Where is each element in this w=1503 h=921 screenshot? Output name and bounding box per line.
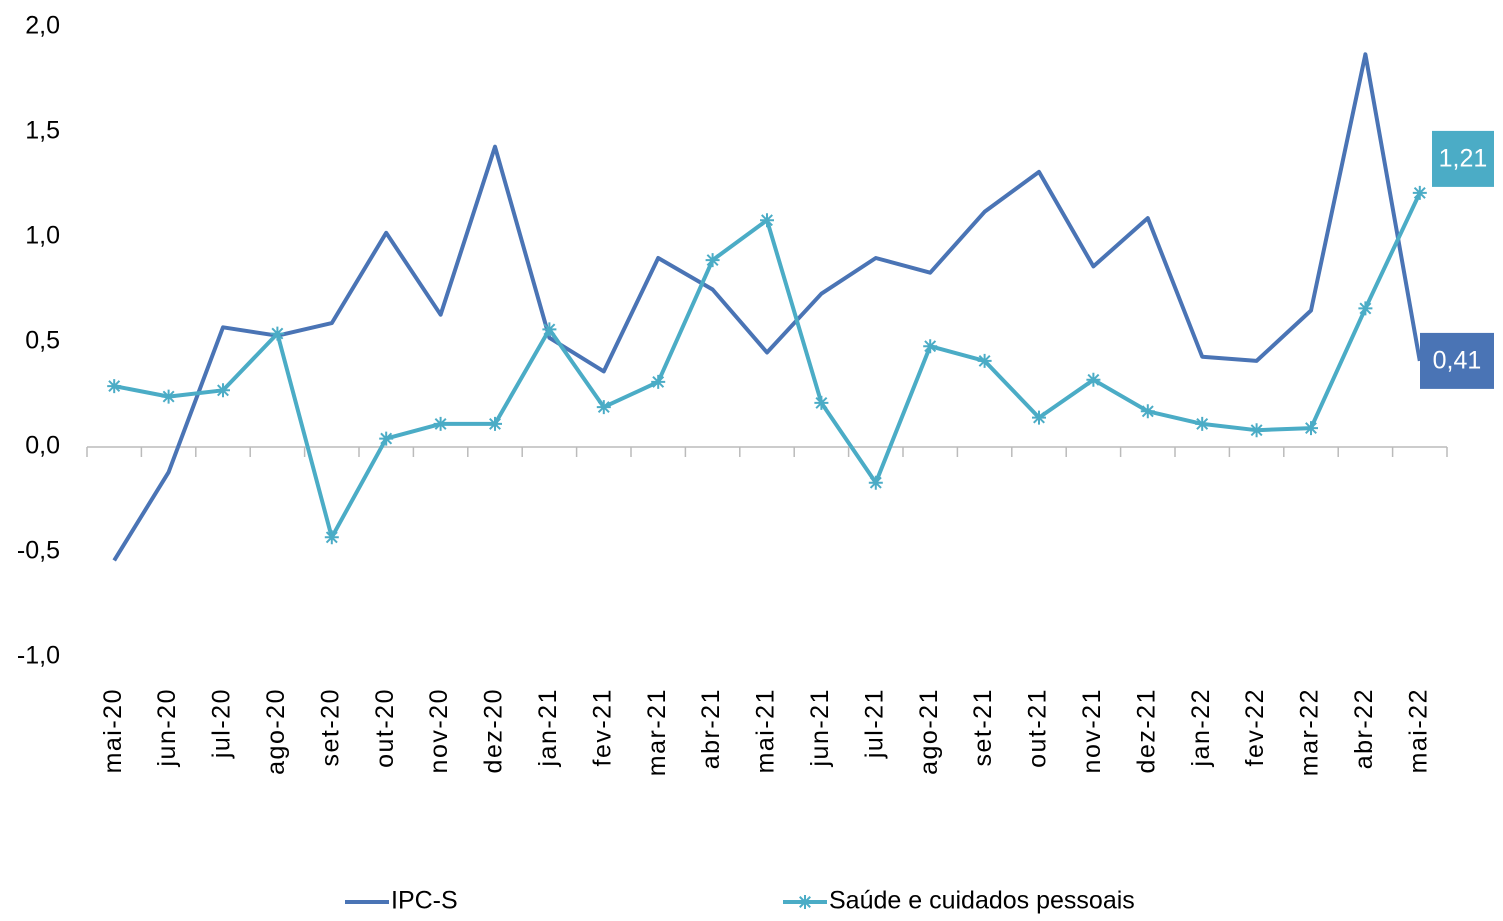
x-tick-label: mai-20 bbox=[99, 688, 127, 773]
marker bbox=[1086, 372, 1101, 387]
series-line bbox=[113, 192, 1422, 540]
marker bbox=[596, 400, 611, 415]
x-tick-label: jun-20 bbox=[153, 688, 181, 768]
legend-label: Saúde e cuidados pessoais bbox=[829, 887, 1135, 915]
y-tick-label: 0,5 bbox=[25, 327, 60, 355]
marker bbox=[705, 253, 720, 268]
marker bbox=[433, 416, 448, 431]
data-label-box bbox=[1420, 332, 1494, 389]
marker bbox=[977, 353, 992, 368]
marker bbox=[651, 374, 666, 389]
x-tick-label: fev-22 bbox=[1241, 688, 1269, 766]
marker bbox=[1195, 416, 1210, 431]
marker bbox=[1412, 185, 1427, 200]
x-tick-label: jan-21 bbox=[534, 688, 562, 768]
data-label-box bbox=[1432, 130, 1494, 187]
marker bbox=[379, 431, 394, 446]
marker bbox=[542, 322, 557, 337]
marker bbox=[488, 416, 502, 431]
x-tick-label: dez-20 bbox=[480, 688, 508, 773]
x-tick-label: nov-20 bbox=[425, 688, 453, 773]
x-tick-label: ago-20 bbox=[262, 688, 290, 775]
x-tick-label: set-21 bbox=[969, 688, 997, 766]
x-tick-label: fev-21 bbox=[588, 688, 616, 766]
x-tick-label: abr-21 bbox=[697, 688, 725, 769]
marker bbox=[1249, 423, 1264, 438]
x-tick-label: jun-21 bbox=[806, 688, 834, 768]
marker bbox=[270, 326, 285, 341]
marker bbox=[1032, 410, 1046, 425]
x-tick-label: ago-21 bbox=[915, 688, 943, 775]
marker bbox=[107, 379, 122, 394]
x-tick-label: dez-21 bbox=[1132, 688, 1160, 773]
x-tick-label: jul-20 bbox=[208, 688, 236, 759]
x-tick-label: mar-21 bbox=[643, 688, 671, 776]
marker bbox=[798, 895, 812, 909]
y-tick-label: 2,0 bbox=[25, 12, 60, 40]
x-tick-label: abr-22 bbox=[1350, 688, 1378, 769]
marker bbox=[814, 395, 829, 410]
data-label: 1,21 bbox=[1439, 145, 1488, 173]
marker bbox=[1358, 301, 1373, 316]
x-tick-label: out-21 bbox=[1024, 688, 1052, 768]
x-tick-label: out-20 bbox=[371, 688, 399, 768]
marker bbox=[760, 213, 774, 228]
y-tick-label: 0,0 bbox=[25, 432, 60, 460]
series-line bbox=[112, 52, 1422, 562]
y-tick-label: -1,0 bbox=[17, 642, 60, 670]
marker bbox=[161, 389, 176, 404]
marker bbox=[923, 339, 938, 354]
x-tick-label: set-20 bbox=[316, 688, 344, 766]
marker bbox=[868, 475, 883, 490]
x-tick-label: nov-21 bbox=[1078, 688, 1106, 773]
marker bbox=[1140, 404, 1155, 419]
x-tick-label: mai-21 bbox=[752, 688, 780, 773]
y-tick-label: -0,5 bbox=[17, 537, 60, 565]
x-tick-label: jan-22 bbox=[1187, 688, 1215, 768]
marker bbox=[216, 383, 230, 398]
marker bbox=[324, 530, 339, 545]
x-tick-label: jul-21 bbox=[860, 688, 888, 759]
y-tick-label: 1,0 bbox=[25, 222, 60, 250]
marker bbox=[1304, 421, 1318, 436]
data-label: 0,41 bbox=[1433, 347, 1482, 375]
legend-label: IPC-S bbox=[391, 887, 458, 915]
x-tick-label: mar-22 bbox=[1296, 688, 1324, 776]
x-tick-label: mai-22 bbox=[1404, 688, 1432, 773]
y-tick-label: 1,5 bbox=[25, 117, 60, 145]
